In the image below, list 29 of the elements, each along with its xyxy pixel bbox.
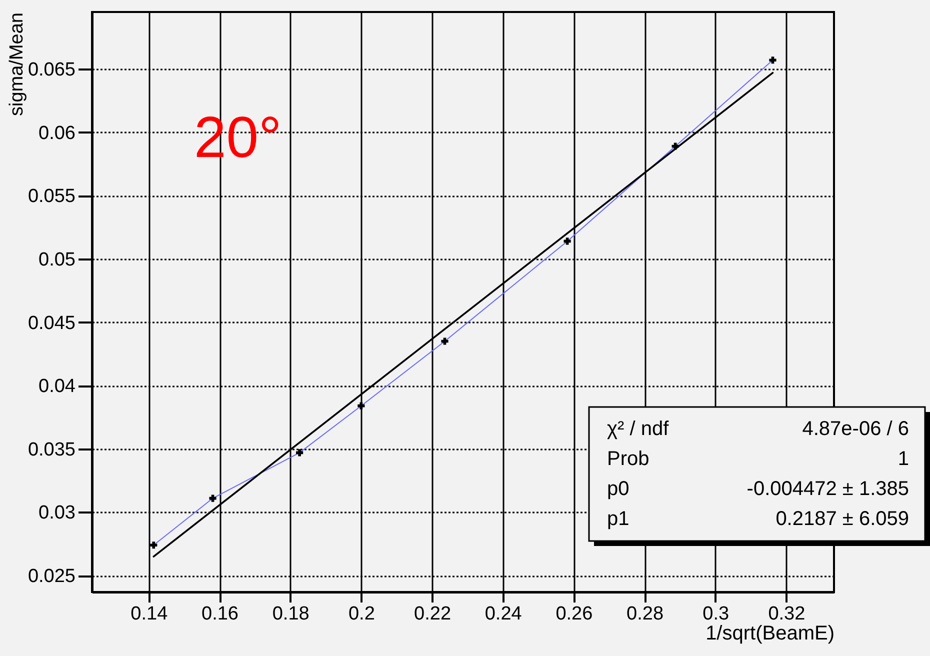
x-tick-label: 0.26 xyxy=(556,604,593,624)
y-tick-label: 0.035 xyxy=(28,439,76,460)
y-tick-label: 0.03 xyxy=(38,502,76,524)
x-tick-label: 0.18 xyxy=(272,604,310,624)
x-tick-label: 0.2 xyxy=(348,604,375,624)
x-tick-label: 0.16 xyxy=(202,604,238,624)
x-tick-label: 0.28 xyxy=(626,604,664,624)
annotation: 4.87e-06 / 6 xyxy=(802,418,909,440)
x-tick-label: 0.24 xyxy=(484,604,522,624)
y-tick-label: 0.065 xyxy=(28,59,76,80)
x-tick-label: 0.14 xyxy=(130,604,168,624)
annotation: 0.2187 ± 6.059 xyxy=(776,508,909,530)
annotation: -0.004472 ± 1.385 xyxy=(746,478,909,500)
y-tick-label: 0.045 xyxy=(28,312,76,334)
y-axis-title: sigma/Mean xyxy=(6,12,28,116)
y-tick-label: 0.06 xyxy=(38,122,76,144)
annotation: p0 xyxy=(607,478,630,500)
x-tick-label: 0.3 xyxy=(702,604,730,624)
text: 1 xyxy=(898,448,909,470)
x-tick-label: 0.22 xyxy=(414,604,451,624)
x-tick-label: 0.32 xyxy=(768,604,806,624)
annotation: χ² / ndf xyxy=(607,418,670,440)
annotation: p1 xyxy=(607,508,630,530)
x-axis-title: 1/sqrt(BeamE) xyxy=(706,622,834,644)
y-tick-label: 0.05 xyxy=(38,249,76,270)
y-tick-label: 0.025 xyxy=(28,566,76,588)
y-tick-label: 0.04 xyxy=(38,376,76,398)
y-tick-label: 0.055 xyxy=(28,186,76,208)
annotation: Prob xyxy=(607,448,650,470)
